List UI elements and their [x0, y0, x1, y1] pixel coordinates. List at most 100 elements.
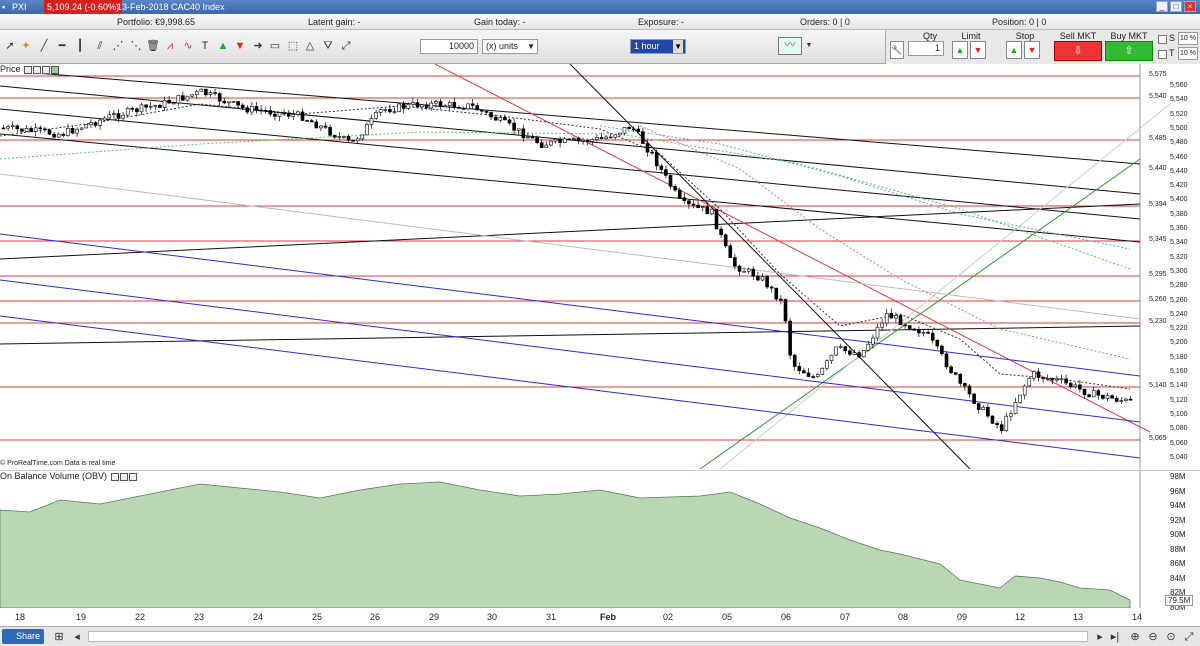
scroll-right-icon[interactable]: ▸	[1097, 631, 1103, 643]
wave-icon[interactable]: ∿	[183, 40, 193, 52]
candle	[98, 119, 102, 126]
channel-icon[interactable]: ⫽	[97, 40, 103, 52]
pitchfork-icon[interactable]: ⋱	[130, 40, 142, 52]
obv-pane-header: On Balance Volume (OBV)	[0, 471, 139, 481]
wrench-icon[interactable]: 🔧	[890, 41, 904, 59]
window-icon[interactable]	[119, 472, 128, 481]
fan-icon[interactable]: ⋰	[112, 40, 124, 52]
take-profit-checkbox[interactable]	[1158, 50, 1167, 59]
candle	[797, 366, 802, 371]
share-button[interactable]: Share	[2, 629, 45, 644]
fit-icon[interactable]: ⊞	[54, 631, 64, 643]
candle	[792, 354, 797, 367]
candle	[696, 204, 700, 208]
obv-chart[interactable]	[0, 470, 1200, 608]
candle	[351, 140, 355, 142]
limit-buy-icon[interactable]: ▲	[952, 41, 968, 59]
qty-input[interactable]: 1	[908, 41, 944, 56]
candle	[829, 354, 834, 362]
candle	[687, 200, 691, 205]
candle	[388, 109, 392, 113]
candle	[590, 139, 595, 142]
buy-market-button[interactable]: ⇧	[1105, 41, 1153, 61]
close-icon[interactable]	[128, 472, 137, 481]
candle	[677, 189, 682, 199]
measure-icon[interactable]: ⛛	[323, 40, 333, 52]
candle	[259, 109, 263, 112]
line-level-label: 5,440	[1148, 165, 1168, 172]
price-axis-tick: 5,240	[1170, 310, 1188, 318]
magnet-icon[interactable]: ✦	[21, 40, 31, 52]
arrow-down-icon[interactable]: ▼	[234, 40, 246, 52]
arrow-right-icon[interactable]: ➜	[253, 40, 263, 52]
date-tick: 14	[1132, 612, 1143, 622]
stop-loss-checkbox[interactable]	[1158, 35, 1167, 44]
candle	[779, 298, 783, 301]
candle	[268, 110, 273, 115]
horizontal-line-icon[interactable]: ━	[58, 40, 66, 52]
zoom-out-icon[interactable]: ⊖	[1148, 631, 1158, 643]
candle	[636, 128, 641, 132]
window-icon[interactable]	[33, 65, 42, 74]
limit-sell-icon[interactable]: ▼	[970, 41, 986, 59]
date-tick: 26	[370, 612, 381, 622]
stop-loss-percent[interactable]: 10 %	[1178, 32, 1198, 45]
candle	[319, 125, 323, 129]
triangle-icon[interactable]: △	[305, 40, 315, 52]
sell-market-button[interactable]: ⇩	[1054, 41, 1102, 61]
candlestick-series	[1, 88, 1133, 435]
candle	[668, 175, 673, 187]
price-chart[interactable]	[0, 64, 1200, 469]
candle	[38, 127, 43, 130]
candle	[1027, 377, 1032, 387]
candle	[328, 127, 332, 136]
candle	[1073, 384, 1078, 387]
chevron-down-icon[interactable]: ▼	[805, 42, 813, 49]
timeframe-select[interactable]: 1 hour ▼	[630, 39, 686, 54]
chart-type-icon[interactable]: 〰	[778, 37, 802, 55]
pointer-icon[interactable]: ➚	[5, 40, 15, 52]
candle	[171, 102, 176, 105]
zoom-in-icon[interactable]: ⊕	[1130, 631, 1140, 643]
text-tool-icon[interactable]: T	[201, 40, 209, 52]
line-level-label: 5,260	[1148, 296, 1168, 303]
take-profit-percent[interactable]: 10 %	[1178, 47, 1198, 60]
candle	[360, 134, 365, 140]
candle	[788, 320, 792, 356]
vertical-line-icon[interactable]: ┃	[76, 40, 84, 52]
candle	[737, 265, 742, 272]
fullscreen-icon[interactable]: ⤢	[1184, 631, 1194, 643]
zoom-line-icon[interactable]: ⤢	[341, 40, 351, 52]
rectangle-select-icon[interactable]: ⬚	[287, 40, 299, 52]
minimize-button[interactable]: _	[1156, 1, 1168, 12]
price-axis-tick: 5,520	[1170, 110, 1188, 118]
horizontal-scrollbar[interactable]	[88, 631, 1088, 642]
arrow-up-icon[interactable]: ▲	[217, 40, 229, 52]
rectangle-icon[interactable]: ▭	[269, 40, 281, 52]
expand-icon[interactable]	[42, 65, 51, 74]
candle	[930, 332, 935, 341]
settings-icon[interactable]	[110, 472, 119, 481]
candle	[282, 112, 286, 115]
units-select[interactable]: (x) units ▼	[482, 39, 538, 54]
candle	[843, 346, 848, 352]
settings-icon[interactable]	[24, 65, 33, 74]
candle	[392, 111, 397, 113]
obv-last-value: 79.5M	[1165, 595, 1194, 606]
trash-icon[interactable]: 🗑	[146, 40, 160, 52]
scroll-end-icon[interactable]: ▸|	[1110, 631, 1120, 643]
stop-buy-icon[interactable]: ▲	[1006, 41, 1022, 59]
candle	[176, 95, 181, 104]
close-button[interactable]: ×	[1184, 1, 1196, 12]
candle	[553, 138, 558, 142]
stop-sell-icon[interactable]: ▼	[1024, 41, 1040, 59]
maximize-button[interactable]: □	[1170, 1, 1182, 12]
units-input[interactable]: 10000	[420, 39, 478, 54]
fibonacci-icon[interactable]: ⩘	[166, 40, 174, 52]
line-tool-icon[interactable]: ╱	[40, 40, 48, 52]
scroll-left-icon[interactable]: ◂	[74, 631, 80, 643]
candle	[475, 105, 480, 111]
add-indicator-icon[interactable]	[51, 65, 60, 74]
candle	[986, 407, 990, 417]
zoom-reset-icon[interactable]: ⊙	[1166, 631, 1176, 643]
